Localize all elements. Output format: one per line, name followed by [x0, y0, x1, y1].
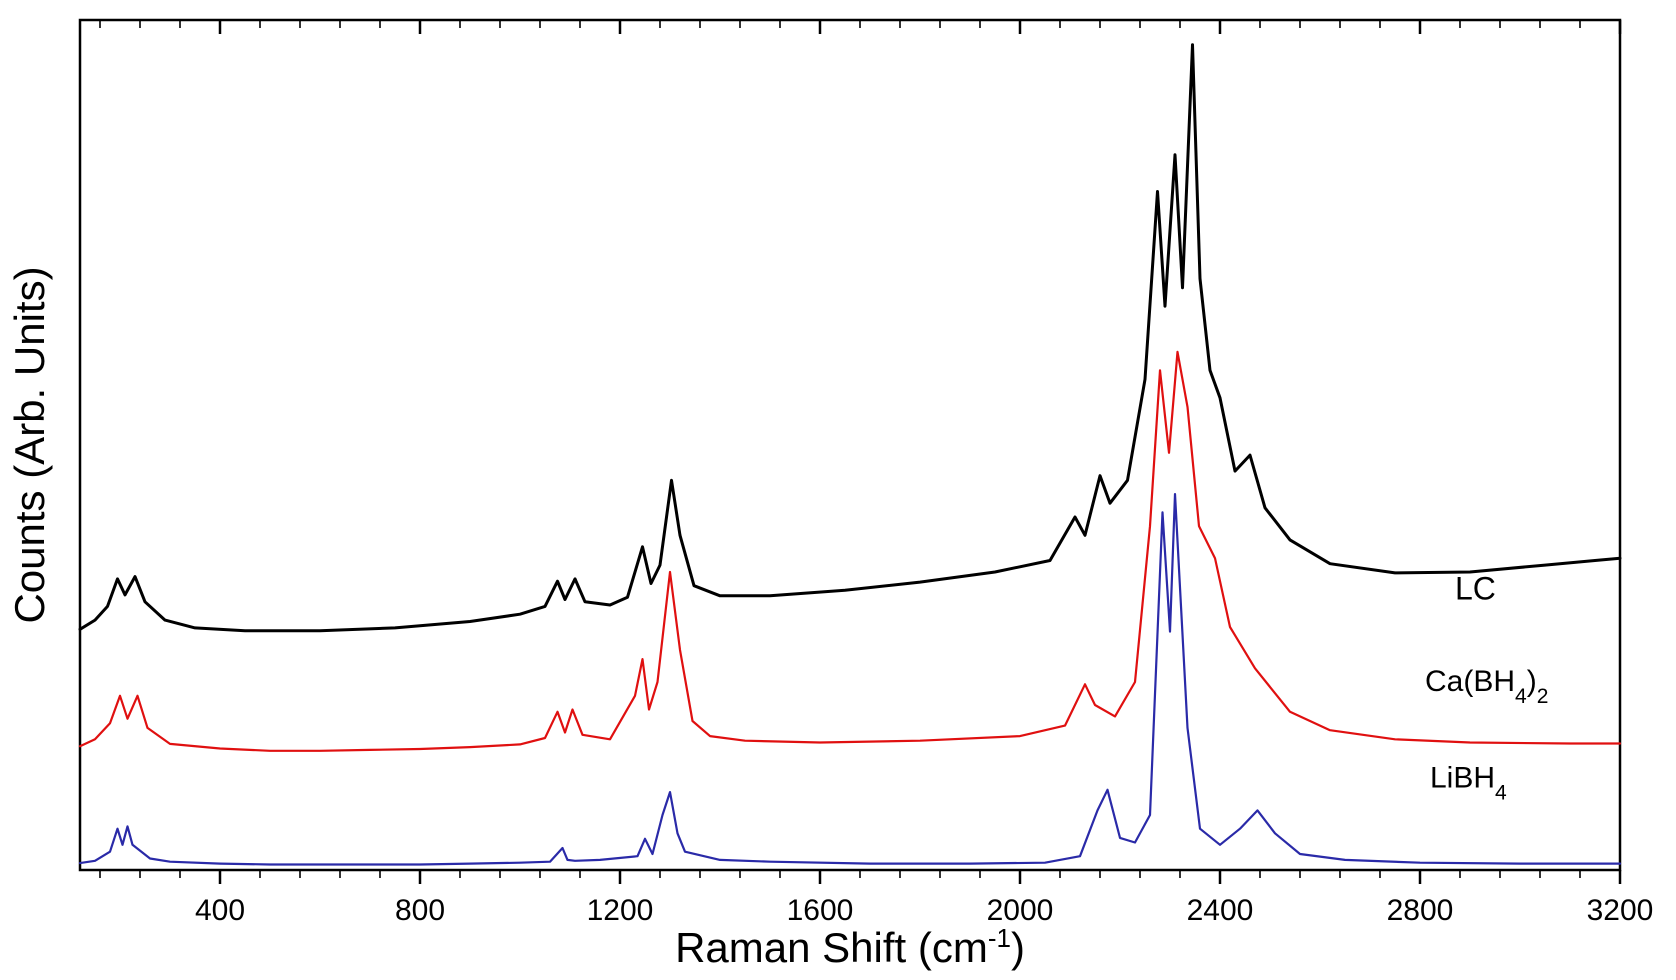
- x-tick-label: 2800: [1387, 894, 1454, 927]
- chart-background: [0, 0, 1676, 980]
- x-tick-label: 1600: [787, 894, 854, 927]
- y-axis-label: Counts (Arb. Units): [6, 266, 53, 623]
- x-axis-label: Raman Shift (cm-1): [675, 923, 1025, 971]
- series-label-LC: LC: [1455, 571, 1496, 607]
- x-tick-label: 2400: [1187, 894, 1254, 927]
- x-tick-label: 1200: [587, 894, 654, 927]
- raman-spectra-chart: 400800120016002000240028003200Raman Shif…: [0, 0, 1676, 980]
- x-tick-label: 400: [195, 894, 245, 927]
- x-tick-label: 800: [395, 894, 445, 927]
- x-tick-label: 3200: [1587, 894, 1654, 927]
